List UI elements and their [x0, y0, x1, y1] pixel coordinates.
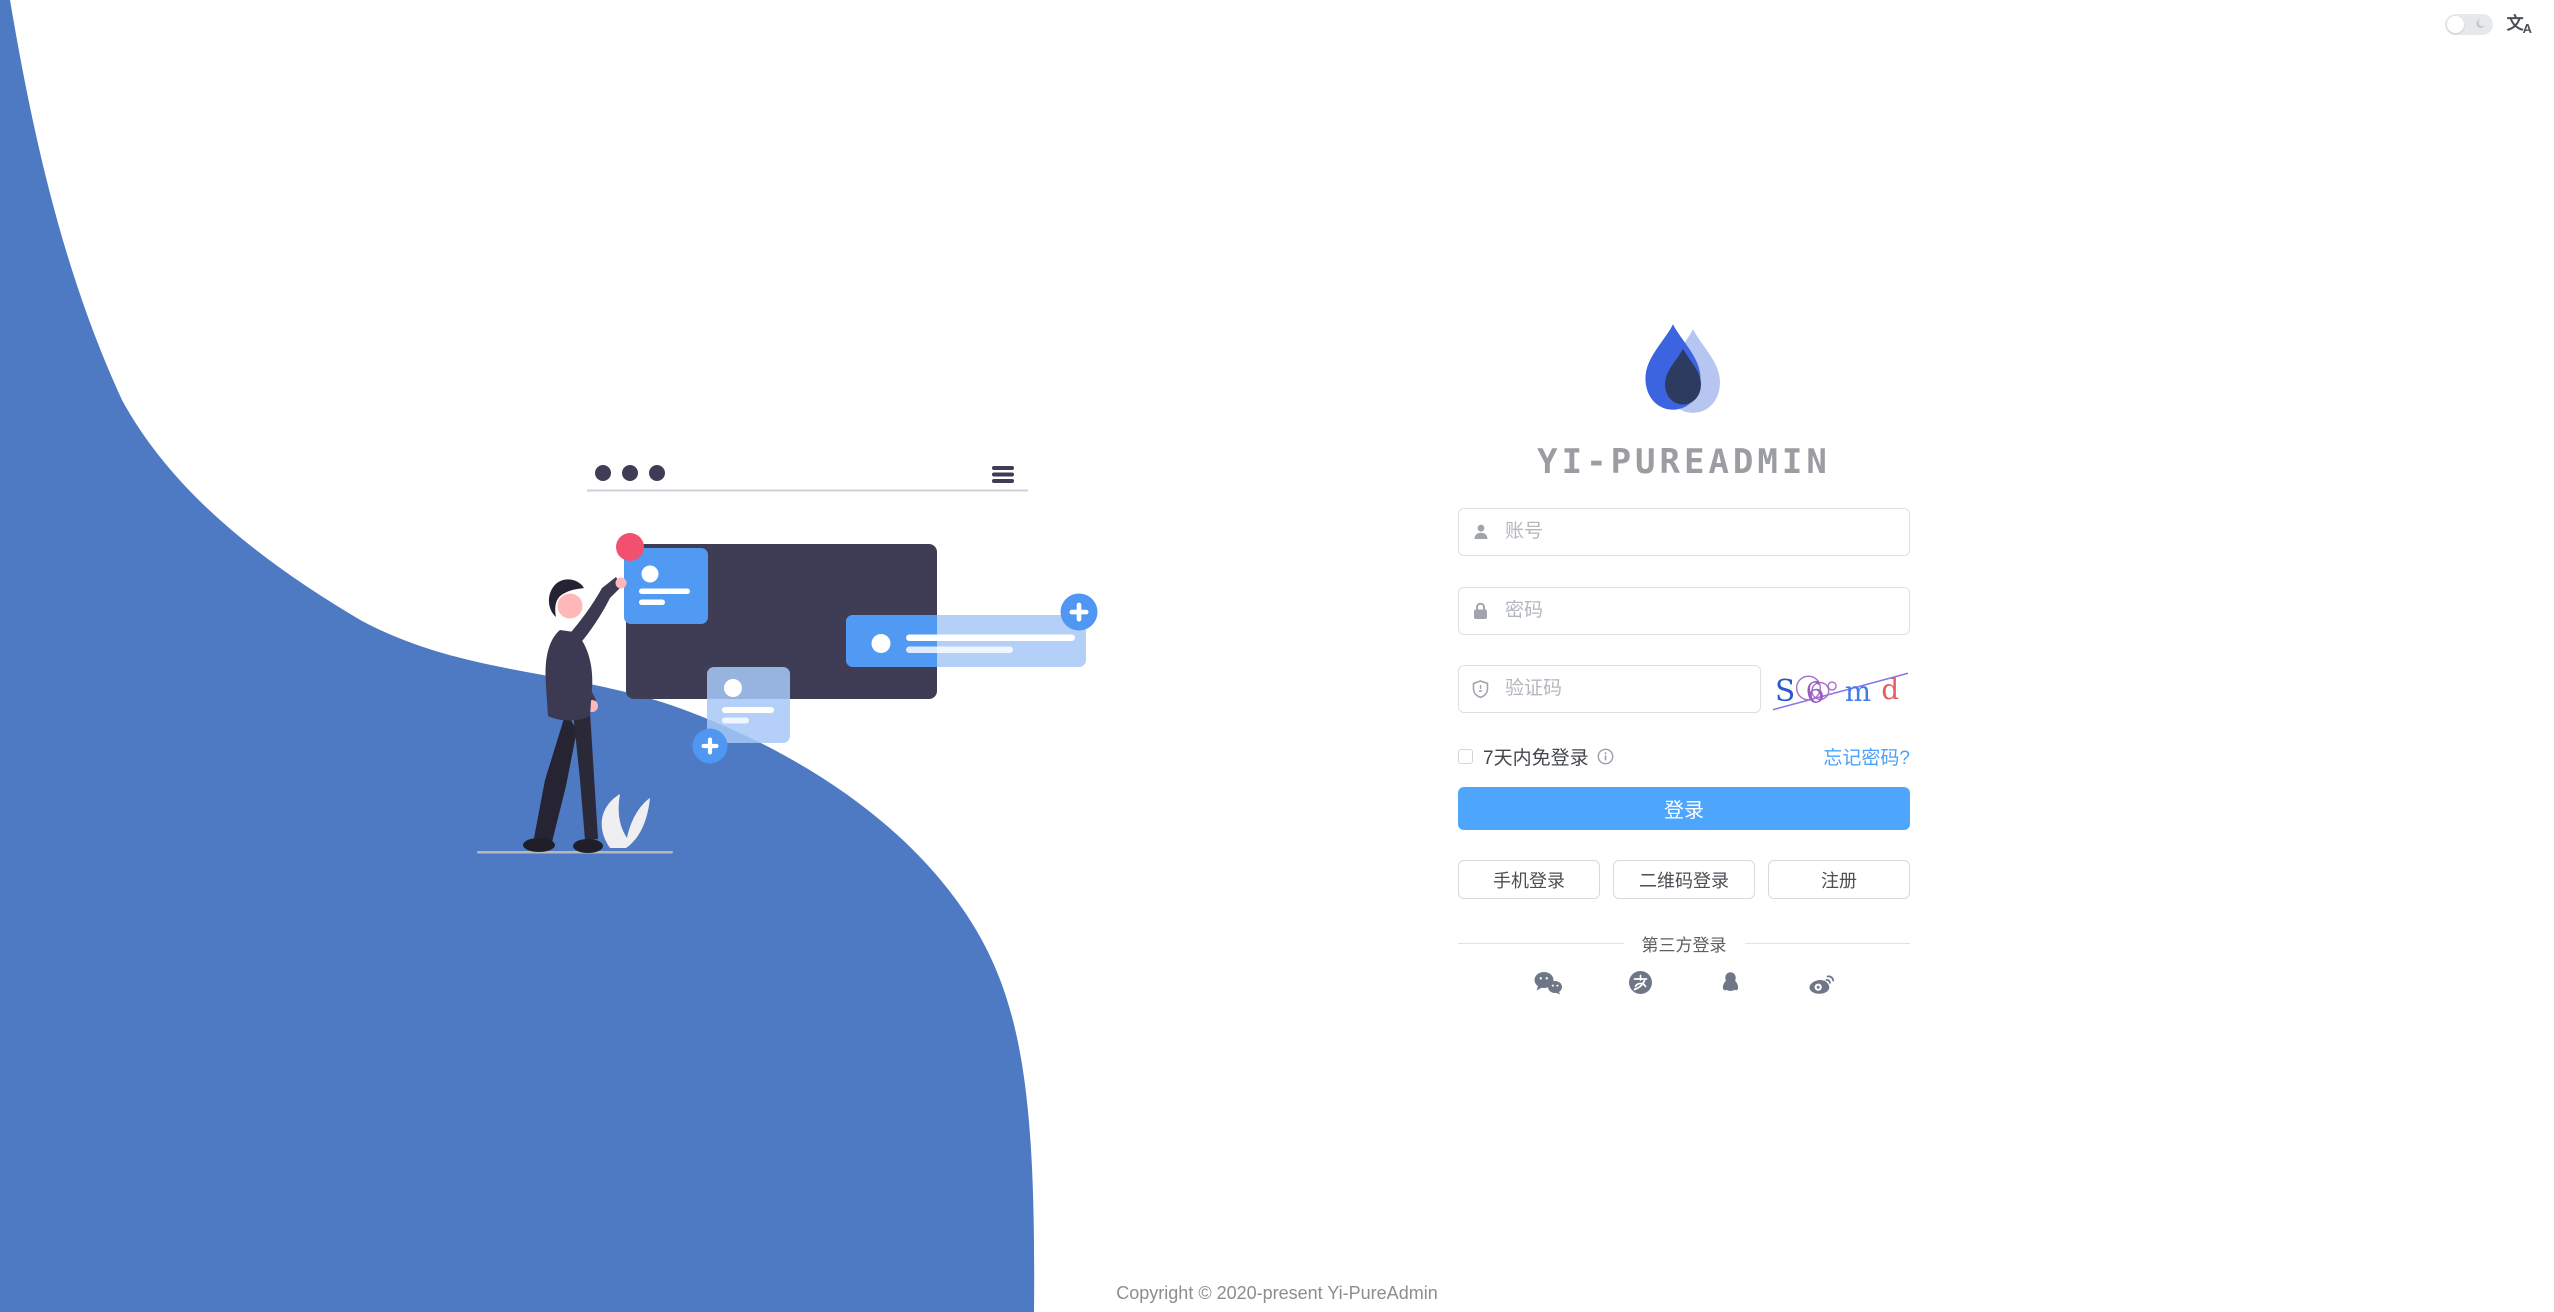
- divider-line-right: [1744, 942, 1910, 944]
- copyright-text: Copyright © 2020-present Yi-PureAdmin: [1116, 1283, 1438, 1303]
- username-field-wrap: [1458, 508, 1910, 556]
- captcha-field-wrap: [1458, 665, 1761, 713]
- illustration-right-card: [846, 593, 1098, 667]
- illustration-browser-bar: [587, 465, 1028, 492]
- wechat-icon[interactable]: [1533, 970, 1563, 996]
- captcha-input[interactable]: [1458, 665, 1761, 713]
- user-icon: [1472, 523, 1490, 541]
- moon-icon: [2476, 19, 2485, 28]
- app-logo: [1645, 324, 1720, 413]
- options-row: 7天内免登录 忘记密码?: [1458, 745, 1910, 769]
- lock-icon: [1472, 602, 1489, 620]
- captcha-image[interactable]: S 6 m d: [1771, 666, 1910, 712]
- illustration-plant: [477, 794, 673, 854]
- illustration-red-dot: [616, 533, 644, 561]
- dark-mode-toggle[interactable]: [2444, 14, 2493, 35]
- qq-icon[interactable]: [1718, 969, 1743, 996]
- social-login-row: [1458, 969, 1910, 996]
- qrcode-login-button[interactable]: 二维码登录: [1613, 860, 1755, 899]
- info-icon[interactable]: [1597, 748, 1614, 765]
- remember-checkbox[interactable]: [1458, 748, 1473, 764]
- alipay-icon[interactable]: [1627, 969, 1654, 996]
- page-title: YI-PUREADMIN: [1537, 442, 1831, 482]
- password-field-wrap: [1458, 587, 1910, 635]
- phone-login-button[interactable]: 手机登录: [1458, 860, 1600, 899]
- remember-label: 7天内免登录: [1483, 747, 1589, 769]
- captcha-char-1: S: [1775, 674, 1795, 708]
- divider-label: 第三方登录: [1641, 935, 1727, 955]
- forgot-password-link[interactable]: 忘记密码?: [1823, 747, 1910, 769]
- shield-icon: [1472, 680, 1489, 699]
- captcha-char-2: 6: [1802, 674, 1827, 711]
- username-input[interactable]: [1458, 508, 1910, 556]
- captcha-char-3: m: [1845, 675, 1871, 708]
- blue-wave-shape: [0, 0, 1035, 1312]
- captcha-row: S 6 m d: [1458, 665, 1910, 713]
- register-button[interactable]: 注册: [1768, 860, 1910, 899]
- illustration-mid-card: [692, 667, 790, 764]
- alt-login-row: 手机登录 二维码登录 注册: [1458, 860, 1910, 899]
- captcha-char-4: d: [1881, 673, 1899, 706]
- weibo-icon[interactable]: [1807, 970, 1836, 996]
- login-panel: YI-PUREADMIN: [1458, 312, 1910, 996]
- divider-line-left: [1458, 942, 1624, 944]
- toggle-knob: [2446, 16, 2464, 33]
- password-input[interactable]: [1458, 587, 1910, 635]
- third-party-divider: 第三方登录: [1458, 933, 1910, 955]
- illustration-profile-card: [616, 533, 708, 624]
- illustration-person: [523, 577, 627, 853]
- login-button[interactable]: 登录: [1458, 787, 1910, 830]
